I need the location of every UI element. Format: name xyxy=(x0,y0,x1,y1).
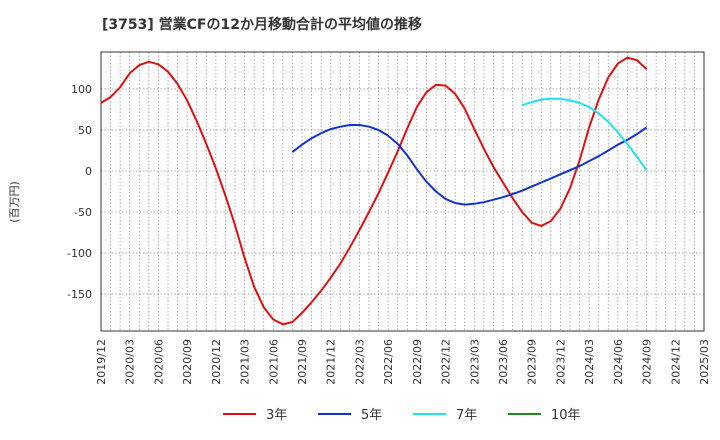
x-tick-label: 2022/06 xyxy=(382,339,395,385)
y-tick-label: 100 xyxy=(71,83,92,96)
plot-area-frame xyxy=(100,51,705,332)
grid-layer xyxy=(100,52,705,331)
legend-label: 3年 xyxy=(266,408,287,423)
x-tick-label: 2019/12 xyxy=(95,339,108,385)
x-tick-label: 2024/03 xyxy=(583,339,596,385)
x-tick-label: 2020/06 xyxy=(152,339,165,385)
series-line-3年 xyxy=(100,56,648,326)
x-tick-label: 2023/09 xyxy=(526,339,539,385)
series-line-7年 xyxy=(521,97,648,171)
x-tick-label: 2022/09 xyxy=(411,339,424,385)
x-tick-label: 2020/09 xyxy=(181,339,194,385)
x-tick-label: 2023/06 xyxy=(497,339,510,385)
legend: 3年 5年 7年 10年 xyxy=(223,408,581,423)
axis-layer: 100 50 0 -50 -100 -150 2019/12 2020/03 2020/06 20… xyxy=(67,51,711,385)
y-axis-label: (百万円) xyxy=(8,181,21,223)
x-tick-label: 2023/12 xyxy=(554,339,567,385)
series-layer xyxy=(100,56,648,326)
y-tick-label: 50 xyxy=(78,124,92,137)
legend-label: 5年 xyxy=(361,408,382,423)
x-tick-label: 2021/12 xyxy=(325,339,338,385)
x-tick-label: 2021/03 xyxy=(239,339,252,385)
y-tick-label: -50 xyxy=(74,206,92,219)
chart-title: [3753] 営業CFの12か月移動合計の平均値の推移 xyxy=(102,17,422,33)
x-tick-label: 2022/12 xyxy=(440,339,453,385)
x-tick-label: 2024/06 xyxy=(612,339,625,385)
x-tick-label: 2024/09 xyxy=(641,339,654,385)
series-line-5年 xyxy=(291,124,648,206)
y-tick-label: -100 xyxy=(67,247,92,260)
x-tick-label: 2024/12 xyxy=(669,339,682,385)
x-tick-label: 2020/12 xyxy=(210,339,223,385)
x-tick-label: 2021/06 xyxy=(267,339,280,385)
x-tick-label: 2020/03 xyxy=(124,339,137,385)
y-tick-label: -150 xyxy=(67,288,92,301)
x-tick-label: 2023/03 xyxy=(468,339,481,385)
legend-label: 7年 xyxy=(456,408,477,423)
x-tick-label: 2025/03 xyxy=(698,339,711,385)
x-tick-label: 2022/03 xyxy=(353,339,366,385)
x-tick-label: 2021/09 xyxy=(296,339,309,385)
y-tick-label: 0 xyxy=(85,165,92,178)
legend-label: 10年 xyxy=(551,408,581,423)
